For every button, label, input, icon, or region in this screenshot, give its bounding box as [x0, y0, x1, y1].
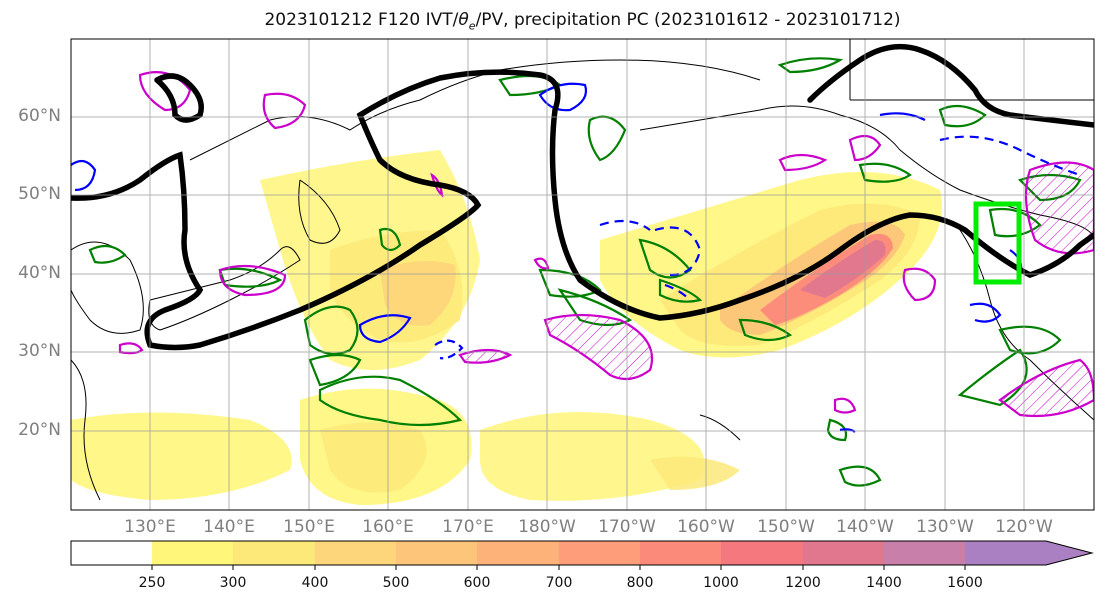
- colorbar-tick-1000: 1000: [703, 575, 739, 591]
- lon-label-170e: 170°E: [442, 517, 494, 537]
- lon-label-130w: 130°W: [916, 517, 974, 537]
- lon-label-140w: 140°W: [836, 517, 894, 537]
- lon-label-130e: 130°E: [124, 517, 176, 537]
- pv-negative-contours: [71, 82, 1081, 433]
- lat-label-60n: 60°N: [18, 106, 61, 126]
- colorbar-tick-600: 600: [463, 575, 491, 591]
- lat-label-50n: 50°N: [18, 184, 61, 204]
- map-frame: [70, 38, 1095, 511]
- colorbar-tick-300: 300: [219, 575, 247, 591]
- lon-label-180w: 180°W: [518, 517, 576, 537]
- lon-label-170w: 170°W: [598, 517, 656, 537]
- lon-label-160e: 160°E: [362, 517, 414, 537]
- colorbar-tick-1200: 1200: [785, 575, 821, 591]
- colorbar-tick-700: 700: [545, 575, 573, 591]
- lon-label-150e: 150°E: [283, 517, 335, 537]
- colorbar: [70, 540, 1094, 570]
- target-region-box: [973, 201, 1022, 285]
- ivt-shading: [71, 150, 942, 505]
- figure-title: 2023101212 F120 IVT/θe/PV, precipitation…: [264, 10, 901, 33]
- colorbar-tick-1400: 1400: [866, 575, 902, 591]
- lat-label-40n: 40°N: [18, 263, 61, 283]
- lon-label-150w: 150°W: [757, 517, 815, 537]
- lat-label-30n: 30°N: [18, 341, 61, 361]
- colorbar-tick-250: 250: [138, 575, 166, 591]
- colorbar-tick-800: 800: [626, 575, 654, 591]
- gridlines: [71, 39, 1094, 510]
- lon-label-160w: 160°W: [677, 517, 735, 537]
- lon-label-120w: 120°W: [995, 517, 1053, 537]
- colorbar-tick-400: 400: [301, 575, 329, 591]
- colorbar-tick-1600: 1600: [947, 575, 983, 591]
- colorbar-tick-500: 500: [382, 575, 410, 591]
- lon-label-140e: 140°E: [203, 517, 255, 537]
- pv-positive-contours: [118, 71, 1094, 418]
- lat-label-20n: 20°N: [18, 420, 61, 440]
